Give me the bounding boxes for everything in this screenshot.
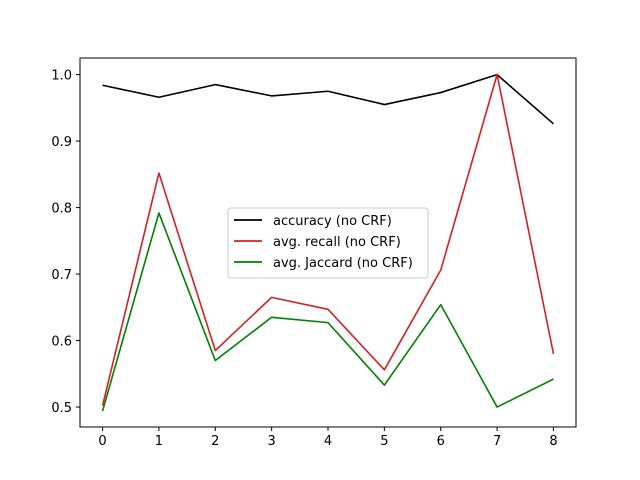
x-axis: 0 1 2 3 4 5 6 7 8 (98, 427, 558, 449)
series-line-1 (101, 73, 555, 406)
x-tick-label: 8 (549, 434, 557, 449)
series-line-2 (101, 212, 554, 412)
x-tick-label: 5 (380, 434, 388, 449)
y-tick-label: 0.7 (51, 268, 72, 283)
x-tick-label: 4 (324, 434, 332, 449)
x-tick-label: 1 (155, 434, 163, 449)
legend: accuracy (no CRF) avg. recall (no CRF) avg… (227, 207, 429, 279)
series-line-0 (102, 73, 554, 125)
legend-label-1: avg. recall (no CRF) (273, 235, 401, 250)
x-tick-label: 7 (493, 434, 501, 449)
y-tick-label: 0.5 (51, 401, 72, 416)
x-tick-label: 0 (98, 434, 106, 449)
y-tick-label: 0.9 (51, 135, 72, 150)
legend-label-0: accuracy (no CRF) (273, 214, 392, 229)
x-tick-label: 3 (267, 434, 275, 449)
y-tick-label: 0.6 (51, 335, 72, 350)
y-axis: 0.5 0.6 0.7 0.8 0.9 1.0 (51, 69, 80, 416)
series-lines (101, 73, 555, 412)
x-tick-label: 2 (211, 434, 219, 449)
legend-label-2: avg. Jaccard (no CRF) (273, 256, 413, 271)
y-tick-label: 1.0 (51, 69, 72, 84)
x-tick-label: 6 (437, 434, 445, 449)
y-tick-label: 0.8 (51, 202, 72, 217)
legend-box (227, 207, 429, 279)
